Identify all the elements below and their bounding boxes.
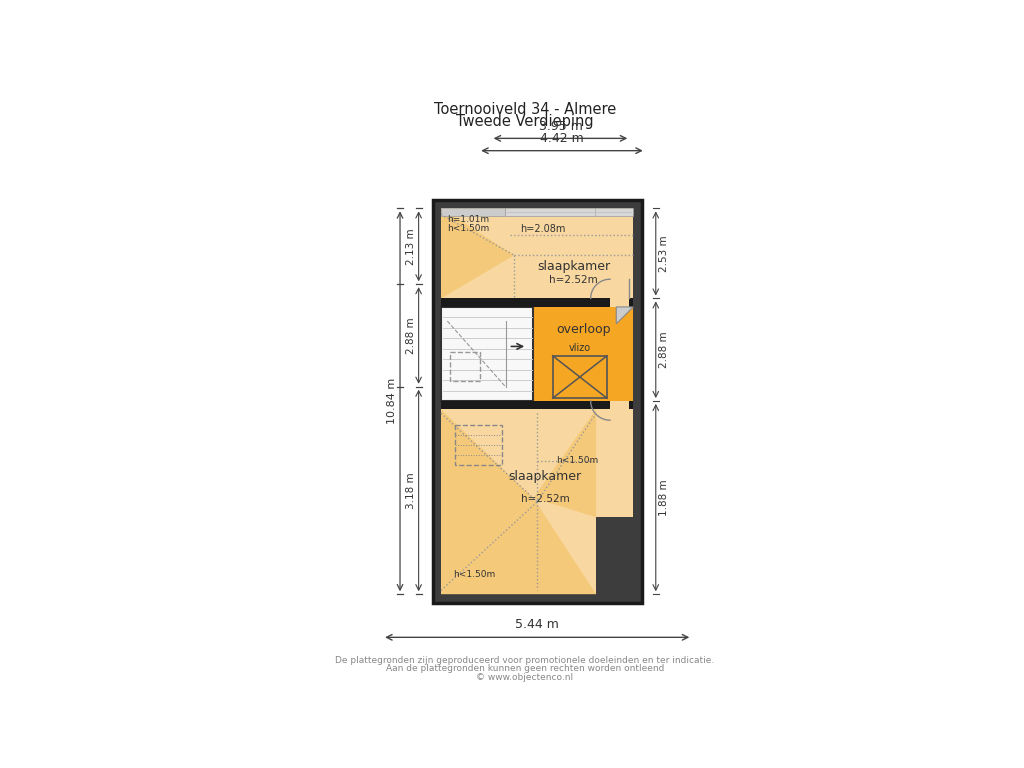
Text: h=2.08m: h=2.08m (520, 223, 565, 233)
Bar (505, 208, 633, 216)
Bar (441, 307, 534, 401)
Polygon shape (441, 498, 596, 594)
Bar (441, 307, 633, 401)
Text: 10.84 m: 10.84 m (387, 378, 397, 425)
Bar (455, 425, 502, 465)
Text: Toernooiveld 34 - Almere: Toernooiveld 34 - Almere (434, 101, 615, 117)
Text: De plattegronden zijn geproduceerd voor promotionele doeleinden en ter indicatie: De plattegronden zijn geproduceerd voor … (335, 656, 715, 665)
Bar (610, 401, 630, 409)
Text: h=1.01m: h=1.01m (447, 215, 489, 224)
Text: 1.88 m: 1.88 m (658, 479, 669, 516)
Text: h<1.50m: h<1.50m (557, 456, 599, 465)
Bar (596, 517, 633, 594)
Bar (432, 200, 642, 603)
Text: 2.88 m: 2.88 m (658, 332, 669, 368)
Bar (432, 200, 642, 603)
Text: h=2.52m: h=2.52m (520, 494, 569, 504)
Text: Aan de plattegronden kunnen geen rechten worden ontleend: Aan de plattegronden kunnen geen rechten… (386, 664, 664, 674)
Polygon shape (441, 409, 534, 594)
Bar (441, 409, 633, 594)
Bar (610, 299, 630, 307)
Text: 4.42 m: 4.42 m (540, 132, 584, 145)
Text: h=2.52m: h=2.52m (549, 276, 598, 286)
Bar (451, 352, 480, 382)
Text: 5.44 m: 5.44 m (515, 618, 559, 631)
Polygon shape (534, 409, 596, 517)
Text: 2.88 m: 2.88 m (407, 317, 417, 354)
Text: Tweede Verdieping: Tweede Verdieping (456, 114, 594, 129)
Text: 2.13 m: 2.13 m (407, 228, 417, 265)
Text: 3.18 m: 3.18 m (407, 472, 417, 508)
Polygon shape (616, 307, 633, 324)
Text: vlizo: vlizo (568, 343, 591, 353)
Bar (441, 208, 505, 216)
Text: slaapkamer: slaapkamer (508, 470, 582, 482)
Polygon shape (441, 208, 514, 299)
Bar (441, 401, 633, 409)
Text: h<1.50m: h<1.50m (453, 571, 495, 579)
Text: h<1.50m: h<1.50m (447, 223, 489, 233)
Bar (441, 299, 633, 307)
Text: 3.95 m: 3.95 m (539, 120, 583, 133)
Text: 2.53 m: 2.53 m (658, 235, 669, 272)
Bar (553, 356, 607, 398)
Text: overloop: overloop (556, 323, 610, 336)
Text: slaapkamer: slaapkamer (538, 260, 610, 273)
Bar (441, 208, 633, 299)
Text: © www.objectenco.nl: © www.objectenco.nl (476, 673, 573, 682)
